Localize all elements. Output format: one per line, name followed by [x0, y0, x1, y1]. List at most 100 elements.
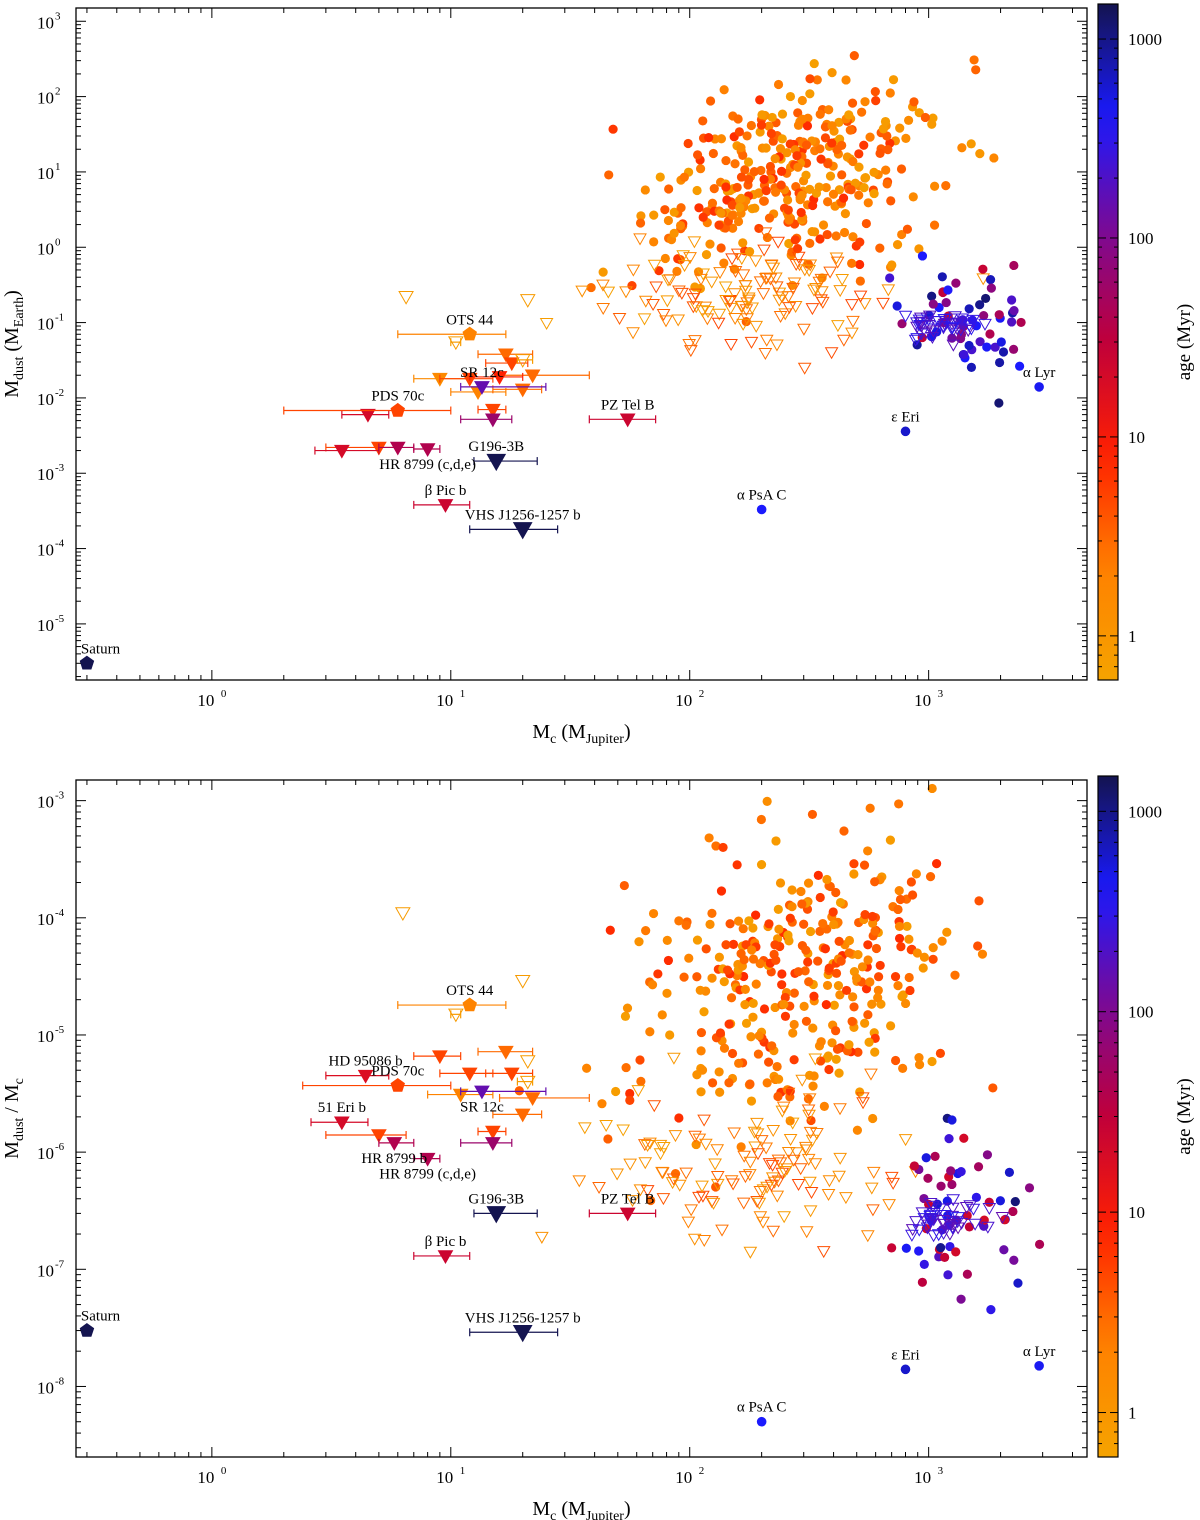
survey-detection-point: [634, 937, 644, 947]
survey-detection-point: [721, 940, 731, 950]
survey-detection-point: [740, 999, 750, 1010]
survey-upper-limit-point: [933, 1203, 947, 1216]
survey-upper-limit-point: [653, 1148, 668, 1161]
labeled-object-point: [437, 499, 454, 513]
survey-detection-point: [978, 264, 988, 274]
survey-detection-point: [822, 980, 833, 991]
survey-detection-point: [799, 919, 809, 929]
survey-upper-limit-point: [715, 1224, 729, 1237]
survey-detection-point: [675, 220, 686, 231]
y-axis-label: Mdust / Mc: [1, 1078, 27, 1159]
survey-upper-limit-point: [808, 1158, 823, 1171]
survey-detection-point: [921, 1153, 931, 1163]
survey-detection-point: [657, 1010, 667, 1020]
survey-detection-point: [940, 1252, 950, 1262]
survey-detection-point: [647, 980, 658, 990]
survey-detection-point: [825, 171, 836, 181]
object-label: α PsA C: [737, 488, 787, 504]
survey-detection-point: [986, 283, 996, 293]
survey-upper-limit-point: [769, 281, 784, 294]
y-tick-exponent: -5: [55, 1024, 65, 1036]
survey-detection-point: [903, 115, 914, 125]
labeled-object-point: [390, 402, 405, 417]
survey-upper-limit-point: [815, 286, 829, 299]
survey-detection-point: [839, 227, 850, 238]
survey-upper-limit-point: [656, 308, 671, 321]
survey-detection-point: [597, 1099, 607, 1109]
object-label: OTS 44: [446, 983, 494, 999]
y-tick-exponent: -3: [55, 462, 65, 474]
survey-upper-limit-point: [753, 1211, 768, 1224]
survey-upper-limit-point: [643, 1137, 657, 1150]
survey-detection-point: [887, 260, 897, 270]
survey-detection-point: [901, 1243, 911, 1253]
survey-upper-limit-point: [931, 315, 946, 328]
survey-detection-point: [698, 212, 708, 222]
x-tick-exponent: 2: [699, 1465, 705, 1477]
survey-detection-point: [742, 131, 752, 141]
survey-detection-point: [898, 1063, 908, 1073]
survey-detection-point: [870, 877, 880, 887]
survey-detection-point: [964, 340, 974, 351]
object-label: HR 8799 (c,d,e): [379, 457, 476, 473]
survey-upper-limit-point: [736, 318, 750, 331]
survey-detection-point: [886, 1021, 896, 1031]
survey-detection-point: [1004, 1167, 1015, 1177]
y-axis-ticks: [76, 800, 1087, 1449]
survey-detection-point: [895, 894, 906, 905]
survey-detection-point: [783, 205, 793, 215]
survey-detection-point: [695, 985, 705, 995]
x-tick-label: 10: [914, 1468, 931, 1487]
survey-detection-point: [841, 75, 851, 85]
survey-detection-point: [930, 181, 940, 191]
survey-upper-limit-point: [765, 1159, 780, 1172]
survey-upper-limit-point: [726, 1178, 740, 1191]
survey-detection-point: [844, 948, 854, 958]
survey-upper-limit-point: [762, 1158, 777, 1171]
survey-detection-point: [947, 1115, 957, 1125]
survey-detection-point: [785, 913, 795, 923]
survey-detection-point: [982, 342, 992, 352]
survey-detection-point: [805, 89, 815, 99]
survey-detection-point: [649, 237, 659, 247]
survey-upper-limit-point: [809, 283, 823, 296]
survey-upper-limit-point: [905, 1229, 919, 1242]
survey-detection-point: [1024, 1183, 1035, 1193]
survey-upper-limit-point: [921, 1219, 936, 1232]
survey-detection-point: [828, 907, 838, 917]
survey-upper-limit-point: [612, 312, 627, 325]
labeled-object-point: [512, 1325, 533, 1343]
survey-detection-point: [793, 967, 803, 977]
survey-upper-limit-point: [775, 1167, 790, 1180]
survey-upper-limit-point: [963, 1200, 978, 1213]
survey-detection-point: [882, 179, 892, 189]
y-tick-exponent: -4: [55, 907, 65, 919]
survey-detection-point: [756, 814, 766, 825]
x-tick-exponent: 1: [460, 1465, 466, 1477]
survey-detection-point: [985, 275, 996, 285]
survey-detection-point: [969, 55, 979, 65]
survey-upper-limit-point: [687, 1233, 702, 1246]
survey-upper-limit-point: [856, 1097, 870, 1110]
survey-detection-point: [966, 362, 977, 372]
survey-detection-point: [947, 333, 957, 343]
survey-upper-limit-point: [667, 1052, 681, 1065]
survey-upper-limit-point: [710, 1170, 725, 1183]
y-tick-exponent: 2: [55, 86, 61, 98]
survey-upper-limit-point: [786, 1154, 801, 1167]
survey-detection-point: [956, 1167, 966, 1177]
survey-upper-limit-point: [771, 1175, 786, 1188]
survey-detection-point: [931, 859, 942, 869]
survey-upper-limit-point: [966, 1203, 981, 1216]
survey-detection-point: [777, 109, 788, 119]
survey-detection-point: [831, 1026, 841, 1036]
survey-detection-point: [959, 349, 969, 360]
survey-upper-limit-point: [704, 276, 719, 289]
survey-upper-limit-point: [656, 1141, 671, 1154]
survey-detection-point: [829, 919, 839, 930]
survey-upper-limit-point: [830, 256, 845, 269]
survey-upper-limit-point: [659, 315, 673, 328]
survey-detection-point: [716, 243, 726, 253]
survey-detection-point: [898, 990, 908, 1000]
survey-upper-limit-point: [728, 312, 742, 325]
